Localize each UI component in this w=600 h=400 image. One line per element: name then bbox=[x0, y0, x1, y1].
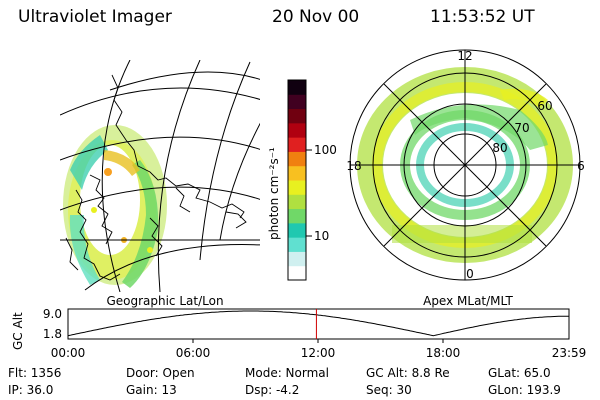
mlt-label-12: 12 bbox=[457, 49, 472, 63]
colorbar-segment bbox=[288, 108, 306, 124]
colorbar-segment bbox=[288, 194, 306, 210]
altitude-timeline: GC Alt 9.0 1.8 00:00 06:00 12:00 18:00 2… bbox=[11, 307, 586, 360]
ip-status: IP: 36.0 bbox=[8, 383, 54, 397]
mlt-label-6: 6 bbox=[577, 159, 585, 173]
colorbar-segment bbox=[288, 222, 306, 238]
colorbar-segment bbox=[288, 237, 306, 252]
colorbar-tick-10: 10 bbox=[314, 229, 329, 243]
colorbar-label: photon cm⁻²s⁻¹ bbox=[267, 147, 281, 240]
time-label: 11:53:52 UT bbox=[430, 7, 535, 27]
timeline-xtick-0600: 06:00 bbox=[176, 346, 211, 360]
seq-status: Seq: 30 bbox=[366, 383, 412, 397]
timeline-ytick-low: 1.8 bbox=[43, 327, 62, 341]
colorbar-segment bbox=[288, 265, 306, 281]
mlt-label-0: 0 bbox=[466, 267, 474, 281]
gain-status: Gain: 13 bbox=[126, 383, 177, 397]
mlat-label-70: 70 bbox=[514, 121, 529, 135]
mode-status: Mode: Normal bbox=[245, 366, 329, 380]
geographic-aurora bbox=[63, 125, 167, 288]
dsp-status: Dsp: -4.2 bbox=[245, 383, 300, 397]
colorbar-tick-100: 100 bbox=[314, 143, 337, 157]
instrument-title: Ultraviolet Imager bbox=[18, 7, 172, 27]
mlat-label-60: 60 bbox=[537, 99, 552, 113]
colorbar: 100 10 photon cm⁻²s⁻¹ bbox=[267, 79, 337, 281]
date-label: 20 Nov 00 bbox=[272, 7, 360, 27]
timeline-xtick-1800: 18:00 bbox=[426, 346, 461, 360]
apex-polar-plot: 12 18 6 0 60 70 80 bbox=[346, 49, 584, 281]
geographic-graticule bbox=[60, 60, 260, 292]
colorbar-segment bbox=[288, 122, 306, 138]
colorbar-segment bbox=[288, 151, 306, 167]
timeline-xtick-0000: 00:00 bbox=[51, 346, 86, 360]
glat-status: GLat: 65.0 bbox=[488, 366, 551, 380]
geographic-map-label: Geographic Lat/Lon bbox=[106, 294, 223, 308]
colorbar-segment bbox=[288, 208, 306, 224]
gc-alt-status: GC Alt: 8.8 Re bbox=[366, 366, 450, 380]
colorbar-segment bbox=[288, 251, 306, 267]
apex-map-label: Apex MLat/MLT bbox=[423, 294, 513, 308]
colorbar-segment bbox=[288, 165, 306, 181]
colorbar-segment bbox=[288, 94, 306, 110]
timeline-ylabel: GC Alt bbox=[11, 312, 25, 350]
timeline-xtick-1200: 12:00 bbox=[301, 346, 336, 360]
mlt-label-18: 18 bbox=[346, 159, 361, 173]
filter-status: Flt: 1356 bbox=[8, 366, 62, 380]
colorbar-segment bbox=[288, 137, 306, 152]
timeline-xtick-2359: 23:59 bbox=[552, 346, 587, 360]
coastlines bbox=[65, 74, 247, 281]
mlat-label-80: 80 bbox=[492, 141, 507, 155]
door-status: Door: Open bbox=[126, 366, 195, 380]
glon-status: GLon: 193.9 bbox=[488, 383, 561, 397]
colorbar-segment bbox=[288, 80, 306, 95]
timeline-ytick-high: 9.0 bbox=[43, 307, 62, 321]
colorbar-segment bbox=[288, 180, 306, 195]
